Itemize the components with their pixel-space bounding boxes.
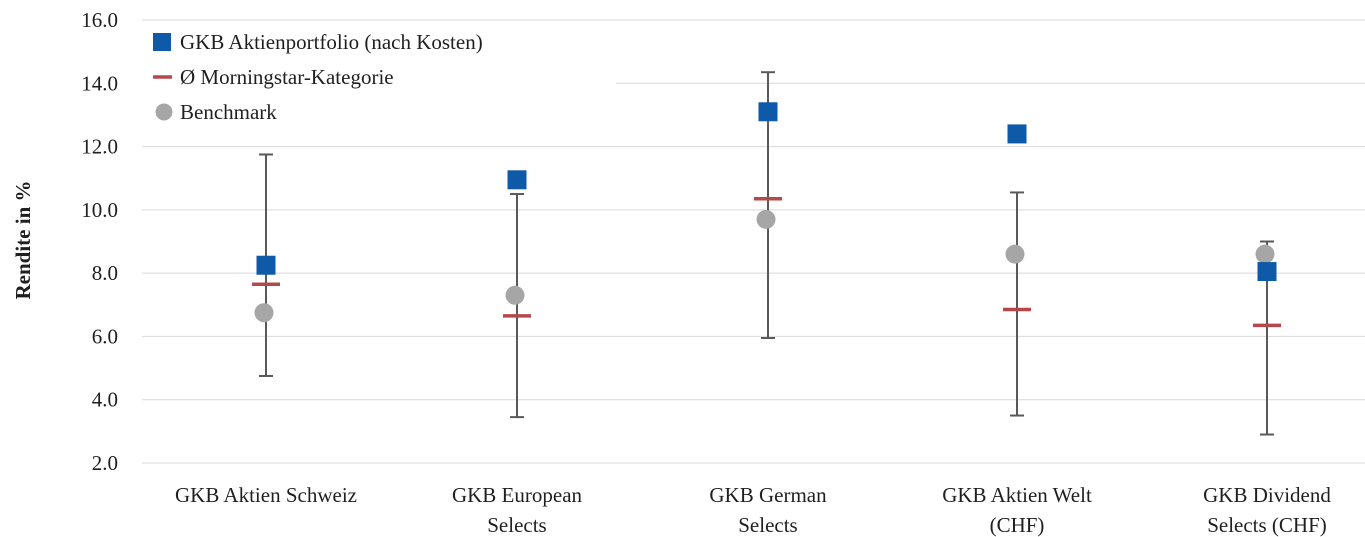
portfolio-point: [758, 102, 778, 122]
legend-label: Benchmark: [180, 100, 277, 124]
y-tick-label: 12.0: [81, 135, 118, 159]
x-axis-category-labels: GKB Aktien Schweiz GKB European Selects GKB…: [175, 483, 1331, 537]
portfolio-point: [507, 170, 527, 190]
data-markers: [252, 102, 1281, 328]
y-tick-label: 4.0: [92, 388, 118, 412]
y-tick-label: 8.0: [92, 261, 118, 285]
legend-label: Ø Morningstar-Kategorie: [180, 65, 394, 89]
legend: GKB Aktienportfolio (nach Kosten) Ø Morni…: [126, 22, 616, 132]
y-tick-label: 2.0: [92, 451, 118, 475]
y-tick-label: 16.0: [81, 8, 118, 32]
legend-label: GKB Aktienportfolio (nach Kosten): [180, 30, 483, 54]
x-category-label: GKB European: [452, 483, 583, 507]
benchmark-point: [505, 285, 525, 305]
benchmark-point: [254, 303, 274, 323]
legend-square-icon: [153, 33, 171, 51]
legend-circle-icon: [155, 103, 173, 121]
y-axis-tick-labels: 2.0 4.0 6.0 8.0 10.0 12.0 14.0 16.0: [81, 8, 118, 475]
benchmark-point: [1255, 244, 1275, 264]
portfolio-point: [1257, 262, 1277, 282]
x-category-label: Selects (CHF): [1207, 513, 1327, 537]
x-category-label: GKB Dividend: [1203, 483, 1331, 507]
x-category-label: Selects: [487, 513, 546, 537]
y-tick-label: 6.0: [92, 324, 118, 348]
benchmark-point: [1005, 244, 1025, 264]
y-tick-label: 14.0: [81, 71, 118, 95]
x-category-label: (CHF): [990, 513, 1045, 537]
y-axis-title: Rendite in %: [11, 180, 35, 299]
x-category-label: GKB Aktien Welt: [942, 483, 1092, 507]
x-category-label: GKB Aktien Schweiz: [175, 483, 357, 507]
portfolio-point: [256, 255, 276, 275]
benchmark-point: [756, 209, 776, 229]
portfolio-point: [1007, 124, 1027, 144]
x-category-label: Selects: [738, 513, 797, 537]
y-tick-label: 10.0: [81, 198, 118, 222]
x-category-label: GKB German: [709, 483, 827, 507]
